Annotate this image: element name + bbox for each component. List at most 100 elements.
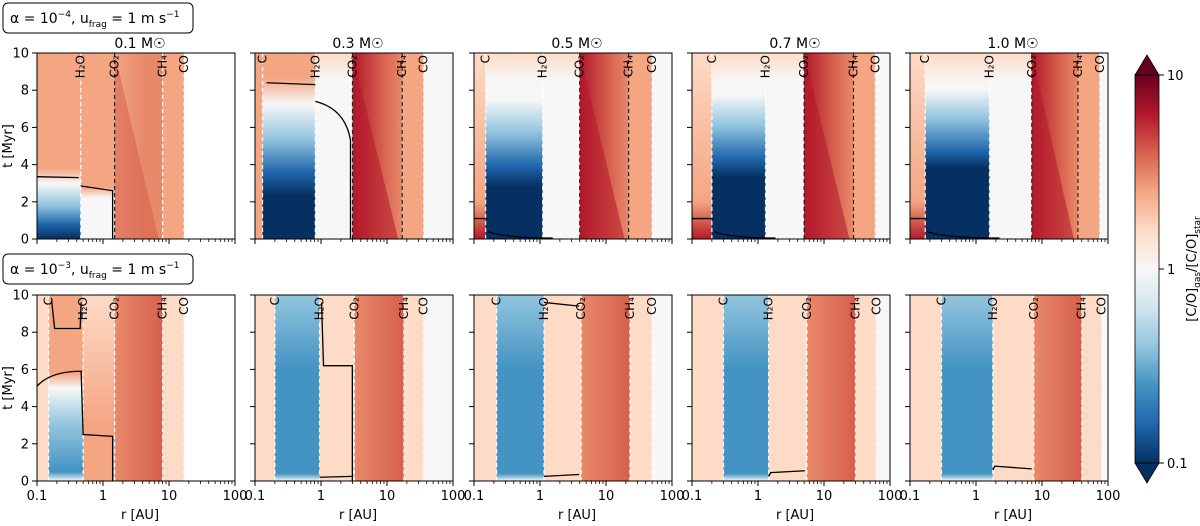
snowline-label-CH4: CH₄ — [1071, 55, 1085, 77]
snowline-label-H2O: H₂O — [308, 55, 322, 78]
x-tick-label: 100 — [1096, 489, 1121, 504]
region-co2-to-ch4 — [354, 295, 404, 481]
snowline-label-CH4: CH₄ — [397, 297, 411, 319]
panel-r1-c3: C H₂O CO₂ CH₄ CO — [469, 52, 673, 244]
region-c-to-h2o — [711, 53, 766, 239]
region-outer — [423, 53, 453, 239]
region-inner — [255, 53, 263, 239]
colorbar-label: [C/O]gas/[C/O]star — [1185, 216, 1200, 322]
y-tick-label: 2 — [21, 437, 29, 452]
contour-line-1 — [992, 465, 1032, 471]
region-ch4-to-co — [629, 295, 653, 481]
snowline-label-H2O: H₂O — [76, 297, 90, 320]
region-outer — [652, 53, 672, 239]
contour-line-1 — [768, 470, 805, 477]
y-tick-label: 4 — [21, 158, 29, 173]
region-outer — [184, 53, 235, 239]
region-c-to-h2o — [262, 53, 316, 239]
region-c-to-h2o — [723, 295, 769, 481]
region-inner — [474, 53, 486, 239]
svg-text:α = 10−3, ufrag = 1 m s−1: α = 10−3, ufrag = 1 m s−1 — [10, 261, 180, 281]
row-title-2: α = 10−3, ufrag = 1 m s−1 — [2, 253, 194, 285]
x-tick-label: 100 — [878, 489, 903, 504]
panel-frame — [473, 52, 673, 240]
x-tick-label: 0.1 — [27, 489, 48, 504]
colorbar: 10 1 0.1 [C/O]gas/[C/O]star — [1134, 54, 1200, 484]
region-h2o-to-co2 — [768, 295, 807, 481]
x-tick-label: 0.1 — [900, 489, 921, 504]
y-tick-label: 6 — [21, 121, 29, 136]
snowline-label-CO: CO — [1093, 55, 1107, 73]
panel-frame — [254, 294, 454, 482]
x-axis-label-3: r [AU] — [558, 508, 596, 523]
snowline-label-C: C — [918, 55, 932, 63]
snowline-label-CO: CO — [645, 297, 659, 315]
snowline-label-CO2: CO₂ — [573, 55, 587, 78]
y-tick-label: 10 — [12, 289, 29, 304]
snowline-label-CH4: CH₄ — [156, 297, 170, 319]
snowline-label-CO: CO — [417, 55, 431, 73]
x-tick-label: 1 — [536, 489, 544, 504]
y-axis-label-top: t [Myr] — [1, 124, 16, 168]
region-outer — [423, 295, 453, 481]
snowline-label-CH4: CH₄ — [1075, 297, 1089, 319]
snowline-label-CO2: CO₂ — [797, 55, 811, 78]
snowline-label-H2O: H₂O — [982, 55, 996, 78]
snowline-label-H2O: H₂O — [537, 297, 551, 320]
snowline-label-C: C — [934, 297, 948, 305]
contour-line-1 — [37, 176, 79, 179]
region-inner — [37, 295, 49, 481]
y-tick-label: 2 — [21, 195, 29, 210]
y-tick-label: 8 — [21, 84, 29, 99]
y-tick-label: 6 — [21, 363, 29, 378]
region-inner — [474, 295, 497, 481]
x-axis-label-5: r [AU] — [994, 508, 1032, 523]
x-tick-label: 0.1 — [464, 489, 485, 504]
y-tick-label: 4 — [21, 400, 29, 415]
column-title-5: 1.0 M☉ — [987, 36, 1038, 52]
region-h2o-to-co2 — [80, 53, 115, 239]
y-axis-label-bottom: t [Myr] — [1, 366, 16, 410]
x-tick-label: 10 — [379, 489, 396, 504]
snowline-label-CO2: CO₂ — [1027, 297, 1041, 320]
region-ch4-to-co — [162, 295, 185, 481]
contour-line-1 — [543, 301, 580, 307]
region-c-to-h2o — [274, 295, 320, 481]
region-h2o-to-co2 — [989, 53, 1032, 239]
region-outer — [1099, 53, 1108, 239]
panel-frame — [36, 52, 236, 240]
panel-frame — [909, 294, 1109, 482]
panel-frame — [909, 52, 1109, 240]
snowline-label-CO2: CO₂ — [574, 297, 588, 320]
x-tick-label: 10 — [1034, 489, 1051, 504]
colorbar-extend-top — [1134, 54, 1160, 76]
region-h2o-to-co2 — [544, 295, 582, 481]
region-ch4-to-co — [402, 53, 424, 239]
x-tick-label: 100 — [223, 489, 248, 504]
snowline-label-CO2: CO₂ — [108, 55, 122, 78]
panel-r1-c2: C H₂O CO₂ CH₄ CO — [250, 52, 454, 244]
contour-line-2 — [543, 473, 580, 477]
snowline-label-CO2: CO₂ — [1025, 55, 1039, 78]
x-tick-label: 10 — [598, 489, 615, 504]
snowline-label-H2O: H₂O — [762, 297, 776, 320]
region-outer — [652, 295, 672, 481]
column-title-2: 0.3 M☉ — [332, 36, 383, 52]
region-inner — [255, 295, 275, 481]
region-outer — [875, 53, 890, 239]
region-outer — [1101, 295, 1108, 481]
x-axis-label-4: r [AU] — [776, 508, 814, 523]
panel-frame — [691, 52, 891, 240]
snowline-label-CO: CO — [868, 55, 882, 73]
snowline-label-CO: CO — [869, 297, 883, 315]
svg-text:α = 10−4, ufrag = 1 m s−1: α = 10−4, ufrag = 1 m s−1 — [10, 10, 180, 30]
region-ch4-to-co — [1077, 53, 1100, 239]
region-inner — [692, 295, 724, 481]
region-ch4-to-co — [162, 53, 185, 239]
panel-frame — [473, 294, 673, 482]
region-h2o-to-co2 — [319, 295, 355, 481]
panel-r1-c1: H₂O CO₂ CH₄ CO 0 2 4 6 8 10 — [12, 47, 236, 248]
region-h2o-to-co2 — [765, 53, 805, 239]
snowline-label-CH4: CH₄ — [847, 55, 861, 77]
